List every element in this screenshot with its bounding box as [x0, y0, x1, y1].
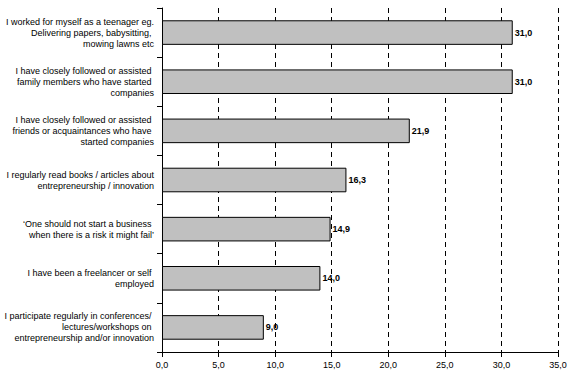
svg-text:when there is a risk it might: when there is a risk it might fail’	[28, 230, 154, 240]
svg-text:0,0: 0,0	[156, 360, 169, 370]
svg-text:entrepreneurship and/or innova: entrepreneurship and/or innovation	[14, 333, 154, 343]
svg-text:companies: companies	[110, 88, 154, 98]
svg-text:30,0: 30,0	[493, 360, 511, 370]
svg-text:14,0: 14,0	[322, 273, 340, 283]
svg-text:entrepreneurship / innovation: entrepreneurship / innovation	[35, 181, 154, 191]
svg-text:31,0: 31,0	[515, 28, 533, 38]
svg-text:mowing lawns etc: mowing lawns etc	[83, 39, 155, 49]
svg-text:I regularly read books / artic: I regularly read books / articles about	[6, 170, 154, 180]
svg-text:15,0: 15,0	[323, 360, 341, 370]
svg-text:friends or acquaintances who h: friends or acquaintances who have	[12, 126, 154, 136]
svg-text:20,0: 20,0	[380, 360, 398, 370]
svg-text:I have closely followed or ass: I have closely followed or assisted	[15, 66, 154, 76]
svg-text:I have been a freelancer or se: I have been a freelancer or self	[27, 268, 154, 278]
svg-text:5,0: 5,0	[212, 360, 225, 370]
svg-text:31,0: 31,0	[515, 77, 533, 87]
svg-text:employed: employed	[115, 279, 154, 289]
svg-text:10,0: 10,0	[266, 360, 284, 370]
svg-text:25,0: 25,0	[436, 360, 454, 370]
svg-text:I have closely followed or ass: I have closely followed or assisted	[15, 115, 154, 125]
svg-text:35,0: 35,0	[549, 360, 567, 370]
svg-text:‘One should not start a busine: ‘One should not start a business	[23, 219, 154, 229]
svg-text:lectures/workshops on: lectures/workshops on	[62, 322, 154, 332]
svg-text:Delivering papers, babysitting: Delivering papers, babysitting,	[28, 28, 154, 38]
svg-text:14,9: 14,9	[333, 224, 351, 234]
svg-text:started companies: started companies	[80, 137, 154, 147]
svg-text:21,9: 21,9	[412, 126, 430, 136]
svg-text:16,3: 16,3	[348, 175, 366, 185]
svg-text:I participate regularly in con: I participate regularly in conferences/	[4, 311, 154, 321]
svg-text:family members who have starte: family members who have started	[17, 77, 154, 87]
svg-text:9,0: 9,0	[266, 322, 279, 332]
svg-text:I worked for myself as a teena: I worked for myself as a teenager eg.	[6, 17, 154, 27]
